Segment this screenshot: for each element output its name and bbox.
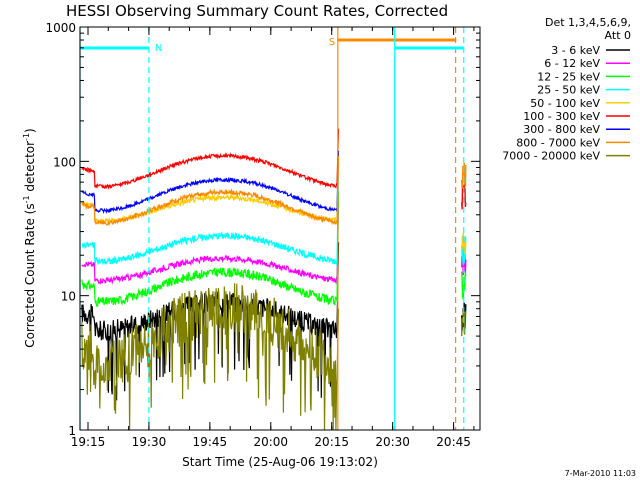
series-layer	[81, 128, 467, 431]
x-tick-label-1: 19:30	[132, 435, 167, 449]
y-label-sup2: -1	[22, 133, 31, 141]
legend-label-1: 6 - 12 keV	[544, 57, 600, 70]
legend-title-line2: Att 0	[605, 29, 631, 42]
x-axis-label: Start Time (25-Aug-06 19:13:02)	[182, 455, 378, 469]
legend-label-3: 25 - 50 keV	[537, 84, 600, 97]
series-line-6	[81, 150, 340, 215]
y-tick-label-1: 10	[61, 290, 76, 304]
series-line-7	[81, 155, 340, 227]
legend-label-7: 800 - 7000 keV	[516, 136, 600, 149]
annotation-layer: NS	[79, 27, 465, 430]
x-tick-label-0: 19:15	[71, 435, 106, 449]
series-line-8	[81, 283, 340, 431]
x-tick-label-5: 20:30	[375, 435, 410, 449]
x-tick-label-3: 20:00	[253, 435, 288, 449]
series-line-3	[81, 174, 340, 266]
annotation-label-0: N	[155, 43, 162, 54]
series-line-2	[81, 191, 340, 307]
x-tick-label-4: 20:15	[314, 435, 349, 449]
x-tick-label-2: 19:45	[193, 435, 228, 449]
legend-label-4: 50 - 100 keV	[530, 97, 600, 110]
legend-label-8: 7000 - 20000 keV	[502, 150, 600, 163]
y-tick-label-3: 1000	[45, 21, 76, 35]
series-line-4	[81, 161, 340, 224]
x-tick-label-6: 20:45	[436, 435, 471, 449]
y-label-main: Corrected Count Rate (s	[23, 203, 37, 347]
y-axis-label: Corrected Count Rate (s-1 detector-1)	[22, 128, 37, 347]
axis-layer: 19:15 19:30 19:45 20:00 20:15 20:30 20:45 1 10 10…	[45, 21, 481, 449]
series-line-1	[81, 201, 340, 285]
legend-label-5: 100 - 300 keV	[523, 110, 600, 123]
y-tick-label-0: 1	[68, 424, 76, 438]
legend-title-line1: Det 1,3,4,5,6,9,	[545, 16, 631, 29]
series-line-5	[81, 128, 340, 190]
plot-frame	[79, 26, 481, 431]
y-tick-label-2: 100	[53, 155, 76, 169]
series-post-line-7	[461, 162, 467, 189]
series-post-line-2	[461, 271, 467, 300]
footer-date: 7-Mar-2010 11:03	[565, 469, 636, 478]
y-label-mid: detector	[23, 141, 37, 196]
y-label-sup1: -1	[22, 195, 31, 203]
y-label-end: )	[23, 128, 37, 133]
chart-title: HESSI Observing Summary Count Rates, Cor…	[66, 2, 448, 20]
legend-label-2: 12 - 25 keV	[537, 70, 600, 83]
legend-label-0: 3 - 6 keV	[551, 44, 600, 57]
legend-label-6: 300 - 800 keV	[523, 123, 600, 136]
annotation-label-1: S	[329, 37, 335, 48]
